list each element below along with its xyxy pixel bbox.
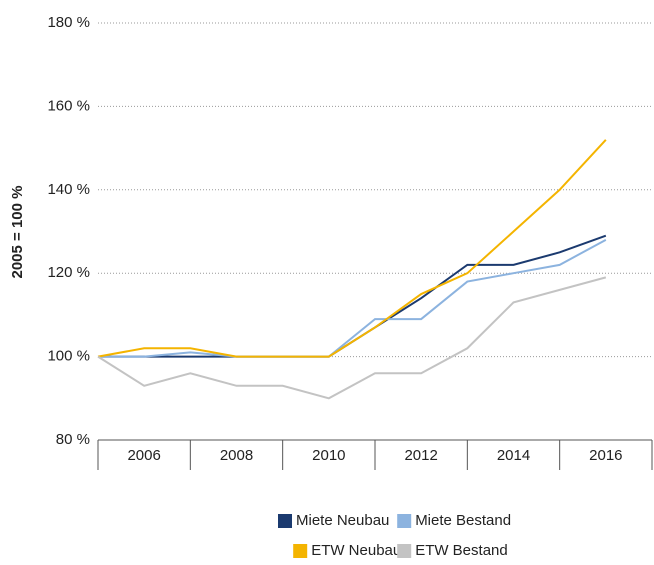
x-tick-label: 2010	[312, 447, 345, 464]
x-tick-label: 2012	[404, 447, 437, 464]
legend-swatch	[397, 544, 412, 558]
legend-label: Miete Bestand	[415, 512, 511, 529]
line-series	[97, 139, 607, 358]
x-tick-label: 2014	[497, 447, 530, 464]
line-series	[98, 238, 607, 358]
legend-swatch	[278, 514, 292, 528]
y-tick-label: 80 %	[56, 431, 90, 448]
y-tick-label: 140 %	[47, 181, 90, 198]
y-axis-title: 2005 = 100 %	[9, 186, 26, 279]
x-tick-label: 2008	[220, 447, 253, 464]
y-tick-label: 180 %	[47, 14, 90, 31]
x-tick-label: 2006	[127, 447, 160, 464]
legend-swatch	[397, 514, 412, 528]
y-tick-label: 120 %	[47, 264, 90, 281]
x-tick-label: 2016	[589, 447, 622, 464]
line-series	[97, 276, 607, 400]
y-tick-label: 160 %	[47, 97, 90, 114]
y-tick-label: 100 %	[47, 348, 90, 365]
legend-swatch	[293, 544, 308, 558]
legend-label: ETW Bestand	[415, 542, 508, 559]
legend-label: Miete Neubau	[296, 512, 389, 529]
legend-label: ETW Neubau	[311, 542, 401, 559]
